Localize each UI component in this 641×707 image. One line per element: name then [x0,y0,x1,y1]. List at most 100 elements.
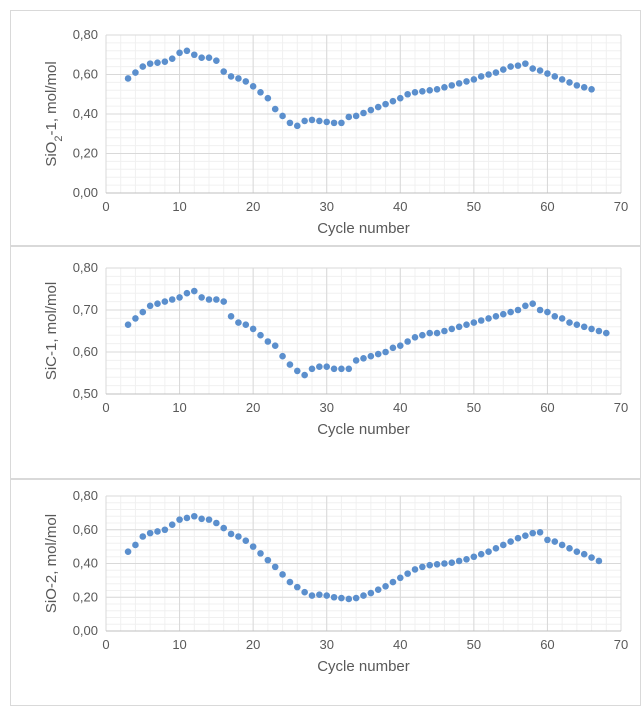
data-point [205,516,213,523]
data-point [242,537,250,545]
data-point [139,308,147,316]
data-point [558,541,566,549]
data-point [176,49,183,57]
data-point [536,306,544,314]
data-point [242,321,250,328]
y-tick-label: 0,60 [73,67,98,82]
y-tick-label: 0,60 [73,344,98,359]
data-point [124,321,132,328]
data-point [242,78,250,85]
data-point [602,329,610,337]
data-point [146,302,154,310]
data-point [271,105,279,113]
data-point [595,327,603,335]
data-point [580,323,588,331]
data-point [154,528,161,535]
data-point [249,83,257,90]
data-point [168,55,176,62]
data-point [558,315,566,322]
data-point [205,54,213,62]
data-point [161,58,169,65]
data-point [360,592,367,599]
data-point [301,588,308,596]
y-tick-label: 0,80 [73,488,98,503]
data-point [235,533,242,540]
data-point [154,59,161,66]
data-point [345,595,353,603]
data-point [227,313,235,320]
data-point [352,112,360,120]
data-point [441,560,448,567]
data-point [492,313,500,320]
data-point [455,557,463,565]
data-point [374,350,382,358]
data-point [463,555,470,563]
data-point [183,47,191,55]
data-point [477,73,485,80]
data-point [396,574,404,582]
data-point [448,82,456,89]
data-point [396,342,404,349]
data-point [124,548,132,555]
data-point [198,294,205,301]
data-point [514,62,522,69]
data-point [257,88,264,96]
data-point [470,319,478,326]
data-point [470,553,478,561]
data-point [308,116,316,124]
data-point [279,352,286,360]
x-tick-label: 0 [102,199,109,214]
data-point [566,79,573,86]
data-point [264,556,272,564]
x-tick-label: 60 [540,199,554,214]
data-point [308,365,316,373]
data-point [544,536,551,544]
data-point [190,512,198,520]
data-point [389,97,397,105]
data-point [279,112,286,120]
data-point [573,321,581,328]
y-tick-label: 0,80 [73,27,98,42]
data-point [404,338,411,345]
data-point [213,57,220,64]
data-point [286,361,294,368]
data-point [463,321,470,328]
data-point [588,554,595,561]
data-point [389,578,397,586]
x-tick-label: 40 [393,199,407,214]
data-point [573,82,581,89]
data-point [433,86,441,93]
data-point [411,566,419,573]
data-point [389,344,397,352]
data-point [477,550,485,558]
data-point [132,541,139,549]
data-point [463,78,470,85]
data-point [514,534,522,542]
data-point [338,594,345,602]
data-point [536,528,544,536]
x-tick-label: 0 [102,400,109,415]
data-point [249,543,257,550]
y-tick-label: 0,50 [73,386,98,401]
x-tick-label: 70 [614,199,628,214]
data-point [588,325,595,333]
data-point [522,60,529,67]
data-point [507,538,514,545]
data-point [588,86,595,93]
data-point [367,106,375,114]
data-point [566,319,573,326]
data-point [220,524,228,532]
data-point [286,119,294,127]
y-tick-label: 0,70 [73,302,98,317]
data-point [161,298,169,305]
data-point [514,306,522,314]
y-tick-label: 0,60 [73,522,98,537]
data-point [360,355,367,362]
data-point [485,71,492,78]
chart-panel-2: 0 10 20 30 40 50 60 70 0,50 0,60 0,70 0,80 Cycle num… [10,246,641,479]
x-tick-label: 60 [540,400,554,415]
data-point [168,521,176,528]
x-tick-label: 50 [467,400,481,415]
data-point [316,591,323,599]
data-point [227,73,235,80]
